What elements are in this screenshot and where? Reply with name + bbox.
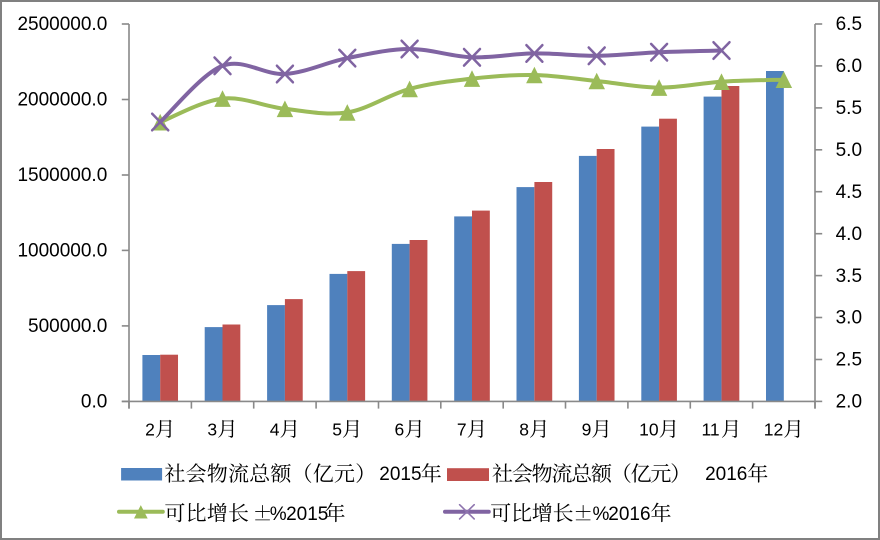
svg-text:8: 8	[519, 420, 529, 440]
svg-text:4.5: 4.5	[836, 182, 862, 203]
svg-text:3: 3	[207, 420, 217, 440]
svg-text:2015: 2015	[379, 464, 421, 485]
svg-text:4: 4	[270, 420, 280, 440]
svg-text:9: 9	[582, 420, 592, 440]
svg-text:4.0: 4.0	[836, 224, 862, 245]
svg-text:0.0: 0.0	[81, 392, 107, 413]
svg-text:7: 7	[457, 420, 467, 440]
svg-text:2000000.0: 2000000.0	[17, 90, 107, 111]
svg-text:2.5: 2.5	[836, 350, 862, 371]
svg-text:2500000.0: 2500000.0	[17, 14, 107, 35]
svg-text:2: 2	[145, 420, 155, 440]
svg-text:2015: 2015	[286, 504, 328, 525]
svg-text:500000.0: 500000.0	[28, 316, 107, 337]
svg-text:1000000.0: 1000000.0	[17, 241, 107, 262]
svg-text:6: 6	[395, 420, 405, 440]
svg-text:5: 5	[332, 420, 342, 440]
svg-text:5.0: 5.0	[836, 140, 862, 161]
svg-text:12: 12	[764, 420, 783, 440]
svg-text:2.0: 2.0	[836, 392, 862, 413]
svg-text:10: 10	[639, 420, 659, 440]
svg-text:%: %	[270, 504, 287, 525]
svg-text:5.5: 5.5	[836, 98, 862, 119]
svg-text:3.0: 3.0	[836, 308, 862, 329]
svg-text:1500000.0: 1500000.0	[17, 165, 107, 186]
svg-text:2016: 2016	[705, 464, 747, 485]
svg-text:6.0: 6.0	[836, 56, 862, 77]
svg-text:3.5: 3.5	[836, 266, 862, 287]
svg-text:2016: 2016	[608, 504, 650, 525]
svg-text:11: 11	[702, 420, 720, 440]
svg-text:6.5: 6.5	[836, 14, 862, 35]
svg-text:%: %	[593, 504, 610, 525]
